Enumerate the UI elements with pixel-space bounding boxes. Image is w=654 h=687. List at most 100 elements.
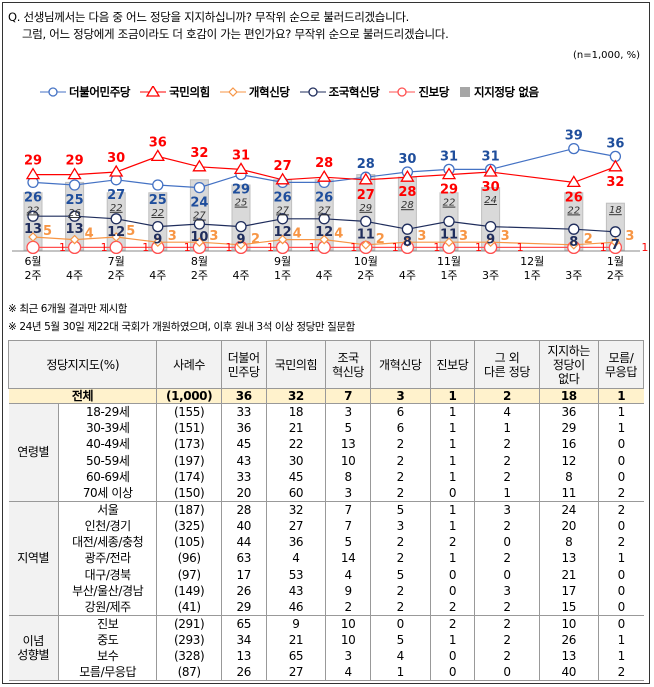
- data-label: 1: [433, 241, 440, 254]
- cell: 2: [474, 388, 540, 404]
- x-tick-label-month: 11월: [437, 255, 461, 268]
- cell: 7: [325, 517, 371, 534]
- data-label: 1: [59, 241, 66, 254]
- cell: 4: [265, 550, 326, 567]
- data-label: 1: [267, 241, 274, 254]
- cell: 13: [325, 436, 371, 453]
- point-1: [109, 164, 124, 177]
- column-header: 그 외 다른 정당: [474, 340, 540, 389]
- data-label: 5: [126, 224, 135, 239]
- data-label: 9: [486, 233, 495, 248]
- point-2: [69, 234, 80, 245]
- cell: 2: [598, 664, 644, 682]
- table-row: 50-59세 (197) 43 30 10 2 1 2 12 0: [9, 452, 644, 469]
- cell: 65: [265, 647, 326, 665]
- table-row: 광주/전라 (96) 63 4 14 2 1 2 13 1: [9, 550, 644, 567]
- table-row: 모름/무응답 (87) 26 27 4 1 0 0 40 2: [9, 664, 644, 682]
- bar-label: 25: [235, 198, 248, 209]
- cell: (197): [156, 452, 222, 469]
- x-tick-label-week: 4주: [149, 269, 166, 282]
- legend-label: 지지정당 없음: [474, 85, 539, 99]
- cell: 1: [598, 631, 644, 648]
- party-support-table: 정당지지도(%) 사례수 더불어 민주당 국민의힘 조국 혁신당 개혁신당 진보당 그 외 다…: [7, 340, 644, 682]
- cell: 1: [429, 550, 475, 567]
- cell: 2: [370, 468, 431, 485]
- cell: 8: [538, 468, 599, 485]
- data-label: 30: [107, 151, 125, 166]
- legend-marker: [227, 87, 238, 97]
- cell: 2: [474, 468, 540, 485]
- cell: 45: [265, 468, 326, 485]
- point-1: [25, 167, 41, 180]
- point-3: [276, 213, 289, 225]
- cell: 32: [265, 501, 326, 518]
- data-label: 26: [274, 190, 292, 205]
- cell: 7: [325, 388, 371, 404]
- series-line-1: [33, 155, 616, 184]
- row-label: 대전/세종/충청: [72, 535, 144, 550]
- cell: 1: [429, 517, 475, 534]
- question-line-1: Q. 선생님께서는 다음 중 어느 정당을 지지하십니까? 무작위 순으로 불러…: [8, 10, 409, 24]
- legend-triangle-icon: [140, 86, 167, 97]
- data-label: 1: [225, 241, 232, 254]
- cell: 53: [265, 566, 326, 583]
- cell: 33: [220, 403, 267, 420]
- cell: 0: [598, 566, 644, 583]
- x-tick-label-month: 10월: [354, 255, 378, 268]
- cell: (187): [156, 501, 222, 518]
- cell: 43: [220, 452, 267, 469]
- cell: 2: [474, 647, 540, 665]
- bar-label: 27: [318, 205, 331, 216]
- row-label: 전체: [8, 388, 157, 404]
- data-label: 31: [232, 148, 250, 163]
- table-row: 중도 (293) 34 21 10 5 1 2 26 1: [9, 631, 644, 648]
- cell: 8: [538, 533, 599, 551]
- data-label: 31: [440, 149, 458, 164]
- cell: 3: [325, 403, 371, 420]
- cell: 36: [265, 533, 326, 551]
- cell: 16: [538, 436, 599, 453]
- cell: 7: [325, 501, 371, 518]
- cell: 43: [265, 582, 326, 600]
- row-label: 부산/울산/경남: [72, 583, 144, 598]
- x-tick-label-week: 3주: [482, 269, 499, 282]
- legend-item: 개혁신당: [219, 84, 290, 100]
- cell: 0: [429, 582, 475, 600]
- column-header: 개혁신당: [370, 340, 431, 389]
- cell: 18: [538, 388, 599, 404]
- data-label: 2: [251, 232, 260, 247]
- data-label: 32: [190, 146, 208, 161]
- cell: (150): [156, 484, 222, 502]
- x-tick-label-week: 1주: [524, 269, 541, 282]
- data-label: 12: [315, 225, 333, 240]
- cell: 2: [474, 436, 540, 453]
- point-3: [68, 210, 81, 222]
- table-row: 부산/울산/경남 (149) 26 43 9 2 0 3 17 0: [9, 582, 644, 600]
- sample-note: (n=1,000, %): [572, 50, 640, 61]
- cell: (96): [156, 550, 222, 567]
- column-header: 진보당: [429, 340, 476, 389]
- cell: 2: [598, 484, 644, 502]
- data-label: 29: [440, 183, 458, 198]
- point-2: [402, 237, 413, 248]
- point-3: [152, 220, 164, 233]
- cell: 2: [474, 517, 540, 534]
- cell: 1: [370, 664, 431, 682]
- point-0: [568, 142, 580, 155]
- bar-label: 24: [484, 195, 497, 206]
- cell: (155): [156, 403, 222, 420]
- point-3: [235, 220, 247, 233]
- legend-item: 더불어민주당: [40, 84, 130, 100]
- cell: 13: [538, 647, 599, 665]
- data-label: 13: [24, 222, 42, 237]
- table-row: 강원/제주 (41) 29 46 2 2 2 2 15 0: [9, 599, 644, 616]
- point-1: [566, 175, 581, 188]
- data-label: 25: [66, 193, 84, 208]
- data-label: 1: [392, 241, 399, 254]
- cell: 6: [370, 419, 431, 437]
- cell: 1: [598, 388, 644, 404]
- cell: 36: [220, 419, 267, 437]
- column-header: 지지하는 정당이 없다: [538, 340, 600, 389]
